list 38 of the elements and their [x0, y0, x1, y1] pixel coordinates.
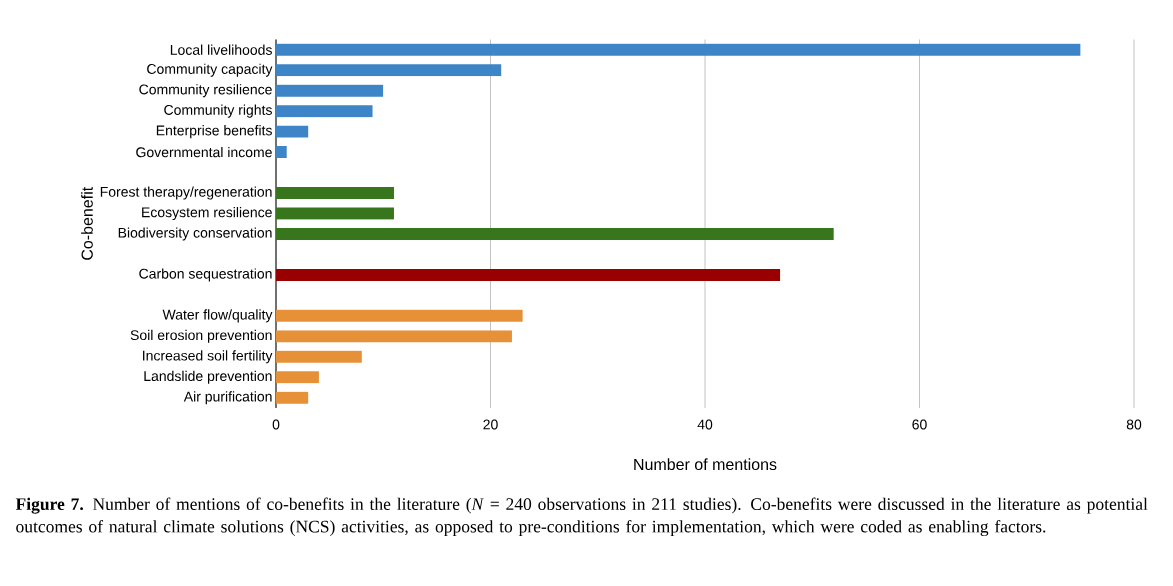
y-tick-label: Increased soil fertility: [143, 350, 273, 364]
y-tick-label: Governmental income: [136, 146, 272, 158]
bar: [276, 371, 319, 384]
bar: [276, 105, 373, 118]
bar: [276, 309, 523, 322]
y-tick-label: Ecosystem resilience: [142, 206, 272, 221]
y-tick-label: Biodiversity conservation: [118, 227, 272, 241]
x-tick-label: 40: [697, 419, 713, 430]
x-tick-label: 60: [912, 419, 927, 430]
y-tick-label: Air purification: [183, 391, 272, 405]
y-tick-label: Soil erosion prevention: [130, 329, 272, 343]
bar: [276, 207, 394, 220]
bar: [276, 64, 502, 77]
y-tick-label: Local livelihoods: [170, 44, 272, 55]
bar: [276, 146, 287, 159]
bar: [276, 84, 384, 97]
x-tick-label: 0: [272, 419, 280, 430]
bar: [276, 268, 781, 281]
bar: [276, 330, 512, 343]
bar: [276, 125, 309, 138]
y-tick-label: Enterprise benefits: [156, 125, 272, 139]
y-axis-title: Co-benefit: [81, 186, 93, 260]
bar: [276, 227, 834, 240]
y-tick-label: Carbon sequestration: [139, 268, 272, 282]
y-tick-label: Water flow/quality: [162, 309, 273, 323]
y-tick-label: Community rights: [164, 104, 272, 118]
bar: [276, 350, 362, 363]
y-tick-label: Forest therapy/regeneration: [100, 186, 272, 200]
bar: [276, 43, 1081, 56]
x-tick-label: 20: [483, 419, 498, 430]
x-tick-label: 80: [1126, 419, 1142, 430]
text: Figure 7. Number of mentions of co-benefits in the literature (N = 240 observations in 211 studies). Co-benefits were discussed in the literature as potential outcomes of natural climate solutions (NCS) activities, as opposed to pre-conditions for implementation, which were coded as enabling factors.: [15, 497, 1148, 537]
x-axis-title: Number of mentions: [634, 458, 777, 471]
y-tick-label: Landslide prevention: [144, 370, 272, 384]
bar: [276, 187, 394, 200]
y-tick-label: Community resilience: [139, 84, 272, 98]
y-tick-label: Community capacity: [147, 63, 273, 77]
bar: [276, 391, 309, 404]
